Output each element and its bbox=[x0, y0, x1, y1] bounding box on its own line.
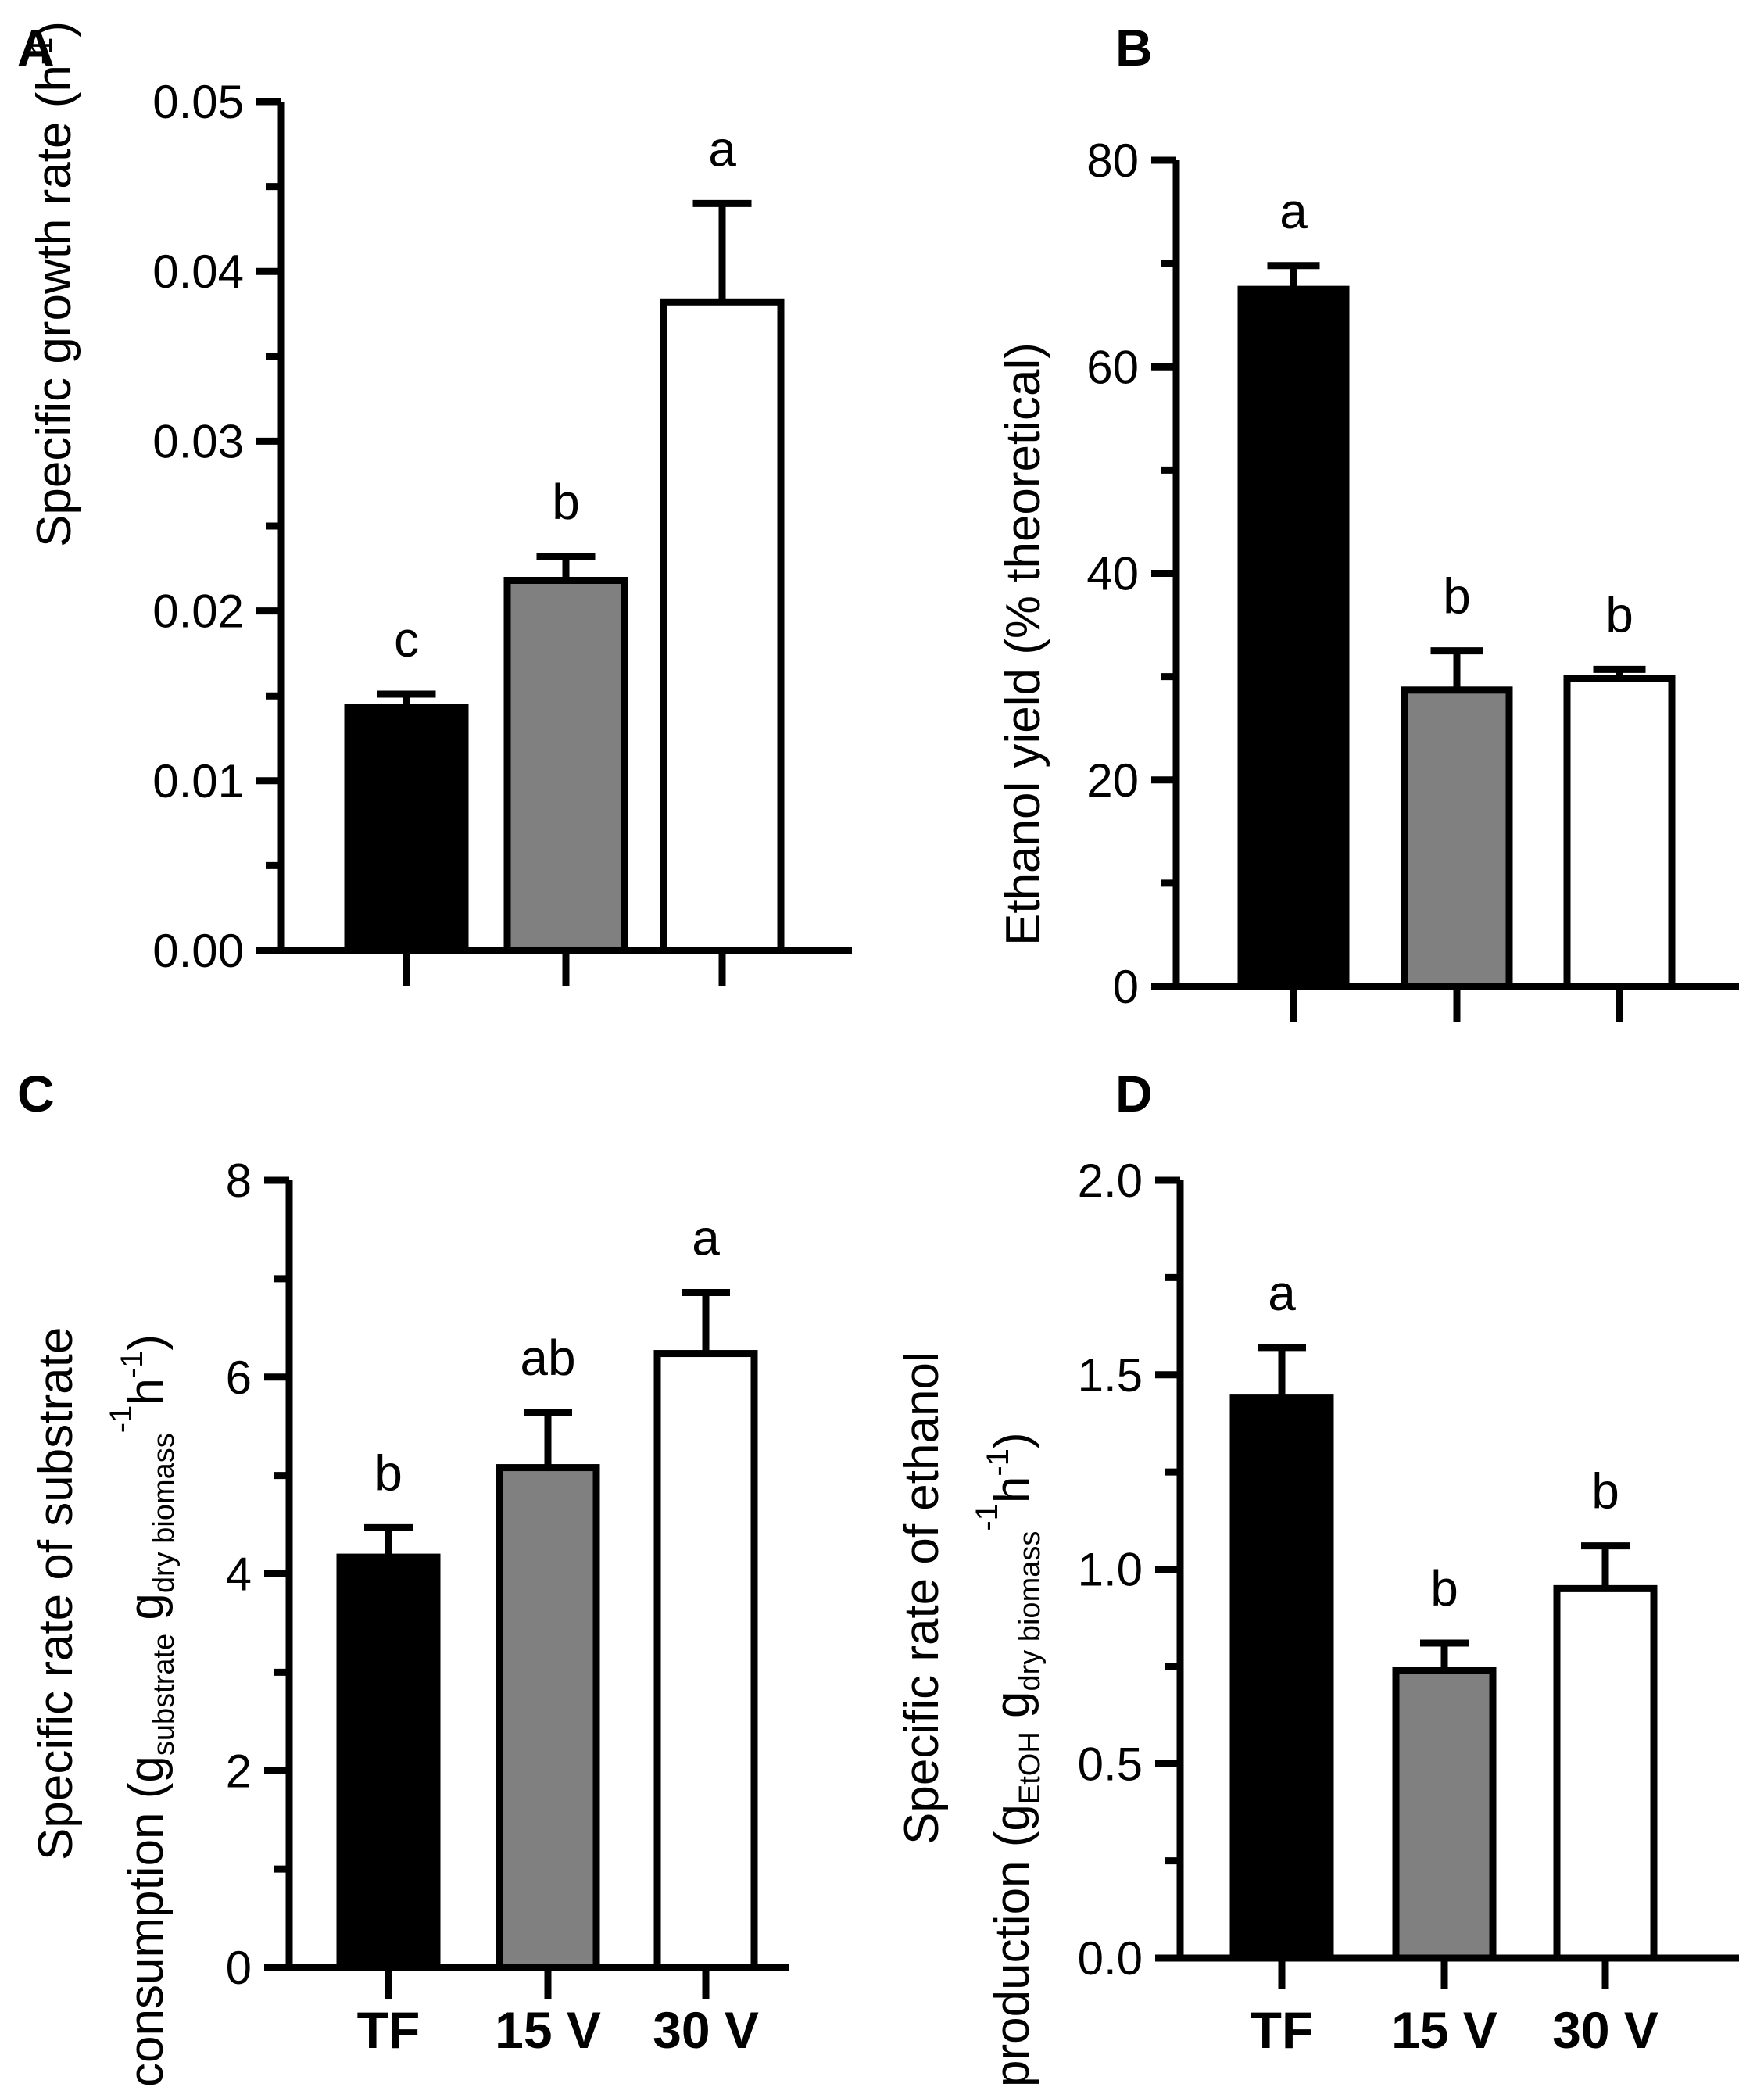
panel-c-ylabel-line2: consumption (gsubstrate gdry biomass-1h-… bbox=[104, 1334, 181, 2087]
panel-c-bar-30v bbox=[653, 1350, 758, 1971]
panel-a-ytick-label: 0.02 bbox=[152, 585, 244, 638]
panel-a-ylabel: Specific growth rate (h-1) bbox=[24, 21, 81, 547]
panel-c-ylabel-line1: Specific rate of substrate bbox=[29, 1327, 83, 1860]
panel-a-ytick-label: 0.03 bbox=[152, 415, 244, 467]
panel-a-significance-label: b bbox=[552, 474, 580, 530]
panel-a-bar-30v bbox=[660, 298, 785, 954]
panel-c-category-label: 15 V bbox=[495, 2001, 601, 2059]
panel-a-ylabel-end: ) bbox=[27, 21, 81, 38]
panel-d-bar-15v bbox=[1392, 1667, 1497, 1962]
panel-c-significance-label: b bbox=[374, 1445, 403, 1501]
panel-a-ytick-label: 0.00 bbox=[152, 925, 244, 977]
panel-d-significance-label: b bbox=[1430, 1560, 1458, 1616]
panel-b-significance-label: b bbox=[1605, 586, 1633, 643]
panel-b-bar-30v bbox=[1563, 675, 1676, 990]
panel-c-significance-label: a bbox=[692, 1209, 720, 1266]
panel-c-bar-tf bbox=[336, 1553, 441, 1971]
panel-b-ytick-label: 20 bbox=[1086, 754, 1139, 807]
panel-d-category-label: TF bbox=[1251, 2001, 1314, 2059]
panel-d-ylabel-line1: Specific rate of ethanol bbox=[895, 1352, 949, 1845]
panel-a-significance-label: c bbox=[394, 611, 419, 668]
panel-letter-d: D bbox=[1115, 1065, 1153, 1122]
panel-b-bar-tf bbox=[1237, 285, 1350, 990]
panel-c-significance-label: ab bbox=[520, 1330, 575, 1386]
panel-d-significance-label: b bbox=[1591, 1463, 1619, 1520]
panel-b-ylabel: Ethanol yield (% theoretical) bbox=[996, 342, 1050, 946]
panel-a-bar-15v bbox=[503, 577, 628, 954]
panel-a-bar-tf bbox=[344, 704, 469, 954]
panel-letter-c: C bbox=[17, 1065, 55, 1122]
panel-a-chart: 0.00 0.01 0.02 0.03 0.04 0.05 c b a bbox=[152, 76, 852, 986]
panel-b-significance-label: b bbox=[1443, 568, 1471, 625]
panel-d-chart: 0.0 0.5 1.0 1.5 2.0 a TF b 15 V b 30 V bbox=[1078, 1155, 1739, 2059]
panel-d-ytick-label: 0.5 bbox=[1078, 1738, 1143, 1790]
panel-a-significance-label: a bbox=[708, 120, 736, 177]
panel-c-ytick-label: 4 bbox=[226, 1548, 252, 1601]
panel-d-ylabel-line2: production (gEtOH gdry biomass-1h-1) bbox=[970, 1432, 1047, 2087]
panel-a-ytick-label: 0.05 bbox=[152, 76, 244, 128]
panel-c-bar-15v bbox=[496, 1464, 600, 1971]
panel-c-ytick-label: 0 bbox=[226, 1942, 252, 1994]
panel-c-category-label: 30 V bbox=[653, 2001, 759, 2059]
panel-d-bar-tf bbox=[1229, 1394, 1334, 1962]
panel-b-bar-15v bbox=[1401, 686, 1513, 990]
panel-b-ytick-label: 0 bbox=[1113, 961, 1139, 1013]
panel-a-ytick-label: 0.04 bbox=[152, 245, 244, 298]
panel-b-chart: 0 20 40 60 80 a b b bbox=[1086, 134, 1739, 1022]
panel-d-ytick-label: 0.0 bbox=[1078, 1932, 1143, 1985]
panel-d-ytick-label: 1.0 bbox=[1078, 1544, 1143, 1596]
panel-d-category-label: 30 V bbox=[1552, 2001, 1658, 2059]
panel-a-ylabel-sup: -1 bbox=[24, 38, 59, 66]
panel-b-ytick-label: 60 bbox=[1086, 341, 1139, 393]
panel-letter-b: B bbox=[1115, 19, 1153, 77]
panel-c-ytick-label: 6 bbox=[226, 1352, 252, 1404]
panel-b-ytick-label: 80 bbox=[1086, 134, 1139, 187]
panel-b-significance-label: a bbox=[1279, 183, 1308, 239]
panel-d-bar-30v bbox=[1553, 1584, 1658, 1962]
panel-letter-a: A bbox=[17, 19, 55, 77]
panel-b-ytick-label: 40 bbox=[1086, 548, 1139, 600]
panel-c-ytick-label: 2 bbox=[226, 1745, 252, 1797]
panel-c-chart: 0 2 4 6 8 b TF ab 15 V a 30 V bbox=[226, 1155, 789, 2059]
panel-d-category-label: 15 V bbox=[1391, 2001, 1497, 2059]
panel-c-category-label: TF bbox=[357, 2001, 420, 2059]
panel-c-ytick-label: 8 bbox=[226, 1155, 252, 1207]
panel-a-ylabel-main: Specific growth rate (h bbox=[27, 65, 81, 547]
panel-d-ytick-label: 1.5 bbox=[1078, 1349, 1143, 1402]
panel-d-significance-label: a bbox=[1268, 1265, 1296, 1321]
panel-a-ytick-label: 0.01 bbox=[152, 755, 244, 807]
panel-d-ytick-label: 2.0 bbox=[1078, 1155, 1143, 1207]
